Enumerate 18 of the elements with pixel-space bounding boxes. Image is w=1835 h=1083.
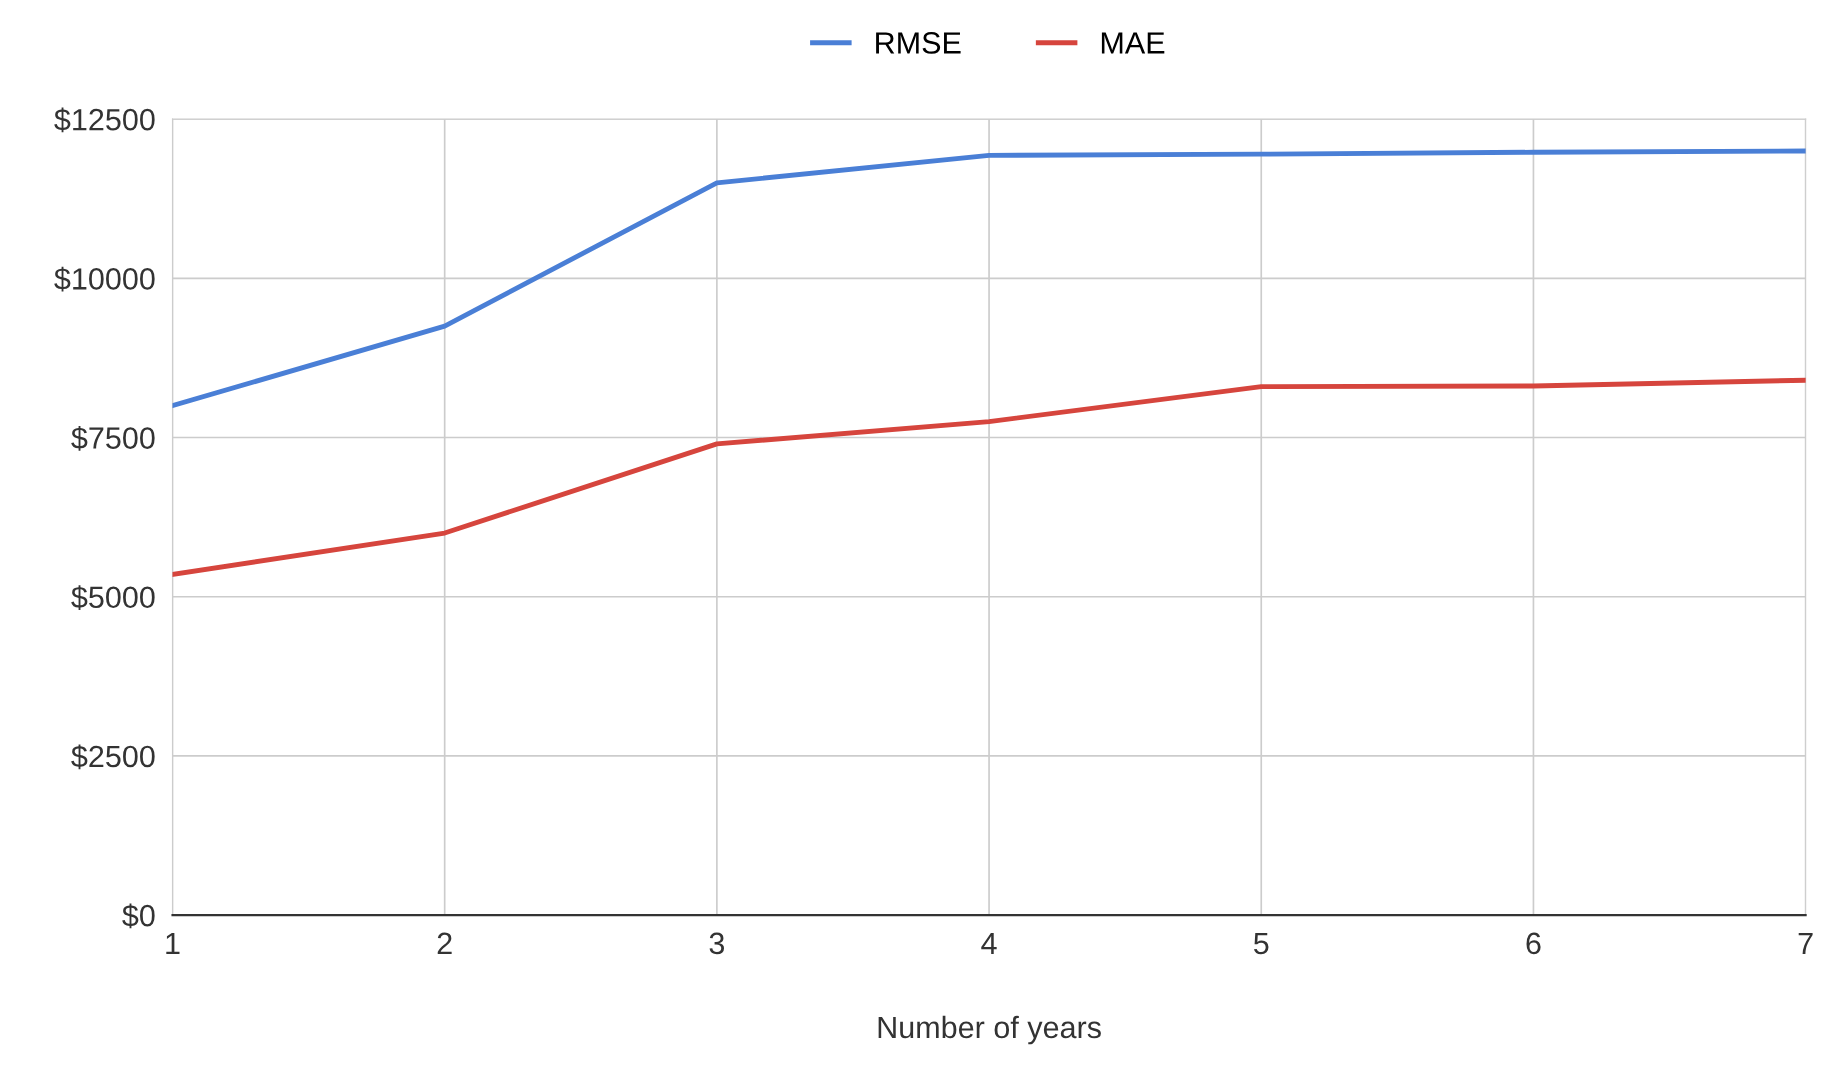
x-tick-label: 3 [709,932,725,955]
x-tick-label: 6 [1526,932,1541,955]
x-tick-label: 1 [166,932,180,954]
x-tick-label: 4 [981,932,997,954]
y-tick-label: $10000 [54,266,155,292]
x-tick-label: 7 [1798,932,1813,954]
legend-label: RMSE [876,32,961,54]
y-tick-label: $12500 [54,107,155,133]
line-series [172,377,1806,577]
legend-label: MAE [1101,32,1165,54]
line-series [172,148,1806,409]
x-tick-label: 2 [437,932,452,954]
y-tick-label: $7500 [71,425,155,451]
y-tick-label: $0 [122,903,155,929]
x-axis-title: Number of years [878,1015,1101,1045]
x-tick-label: 5 [1253,932,1269,955]
y-tick-label: $2500 [71,744,155,770]
y-tick-label: $5000 [71,585,155,610]
